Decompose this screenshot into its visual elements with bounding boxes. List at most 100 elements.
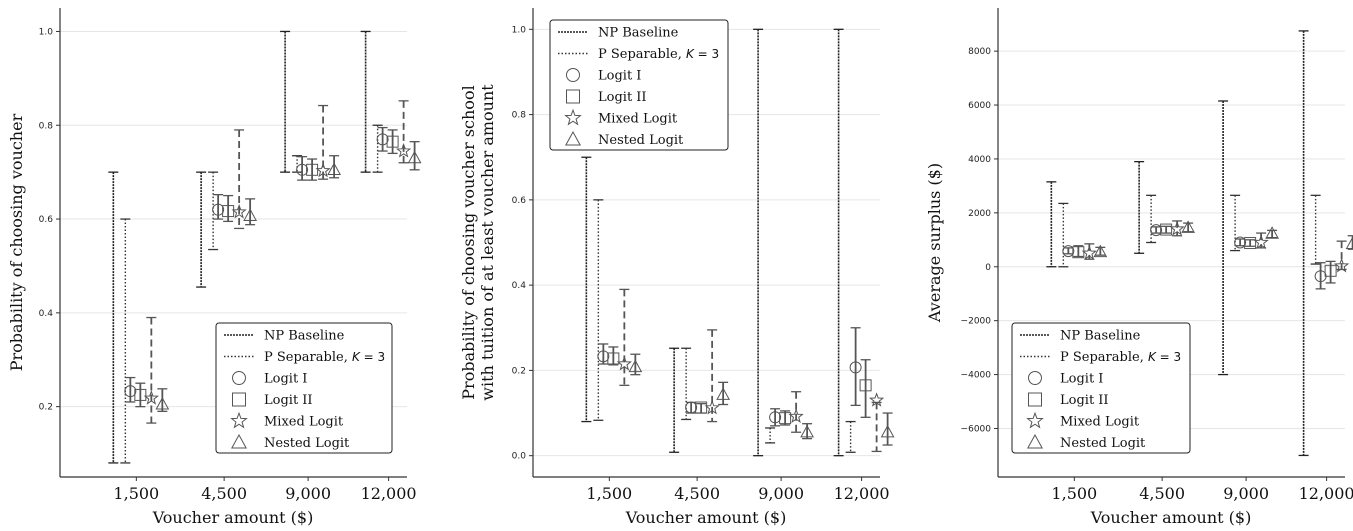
estimate-marker	[1062, 245, 1075, 258]
estimate-marker	[788, 408, 804, 423]
estimate-marker	[1150, 224, 1163, 237]
legend-star-symbol	[564, 108, 582, 126]
y-tick-label: 0.8	[512, 111, 527, 121]
legend-square-symbol	[1028, 392, 1042, 407]
x-tick-label: 1,500	[113, 484, 159, 503]
estimate-ci-bar	[409, 141, 420, 171]
chart-panel-1: 0.2 0.4 0.6 0.8 1.0 1,500 4,500 9,000 12,000 Vouc…	[7, 8, 422, 527]
estimate-marker	[1160, 223, 1173, 236]
legend-star-symbol	[230, 411, 248, 429]
estimate-ci-bar	[707, 329, 718, 423]
y-tick-label: 1.0	[512, 25, 527, 35]
x-tick-label: 4,500	[201, 484, 247, 503]
x-tick-label: 4,500	[1139, 484, 1185, 503]
legend-triangle-label: Nested Logit	[1060, 436, 1146, 451]
x-tick-label: 9,000	[758, 484, 804, 503]
x-tick-label: 12,000	[1299, 484, 1353, 503]
legend-circle-symbol	[566, 68, 580, 82]
legend-square-label: Logit II	[598, 90, 647, 105]
x-axis-label: Voucher amount ($)	[625, 508, 787, 527]
np-baseline-bar	[1218, 100, 1229, 376]
estimate-ci-bar	[608, 346, 619, 366]
legend-star-label: Mixed Logit	[598, 112, 678, 127]
y-tick-label: 4000	[968, 155, 991, 165]
legend-star-label: Mixed Logit	[1060, 415, 1140, 430]
estimate-ci-bar	[791, 391, 802, 433]
np-baseline-bar	[280, 30, 291, 173]
estimate-ci-bar	[1095, 246, 1106, 256]
np-baseline-bar	[196, 171, 207, 288]
legend-triangle-label: Nested Logit	[598, 133, 684, 148]
estimate-ci-bar	[1073, 245, 1084, 258]
estimate-marker	[1244, 237, 1257, 250]
estimate-marker	[880, 424, 895, 438]
y-tick-label: 0.2	[512, 366, 526, 376]
estimate-marker	[1324, 264, 1337, 277]
estimate-marker	[849, 361, 862, 374]
legend: NP Baseline P Separable, K = 3 Logit I Logi…	[215, 322, 393, 454]
legend-box	[549, 19, 729, 151]
p-separable-bar	[1146, 194, 1157, 244]
estimate-ci-bar	[297, 156, 308, 181]
estimate-ci-bar	[850, 327, 861, 407]
legend-circle-label: Logit I	[598, 69, 641, 84]
estimate-ci-bar	[718, 381, 729, 406]
estimate-ci-bar	[1315, 262, 1326, 290]
estimate-ci-bar	[157, 388, 168, 412]
estimate-marker	[296, 163, 309, 176]
p-separable-bar	[765, 427, 776, 444]
estimate-ci-bar	[1325, 260, 1336, 284]
estimate-ci-bar	[1245, 239, 1256, 247]
estimate-marker	[134, 388, 147, 401]
np-baseline-bar	[581, 156, 592, 423]
chart-panel-3: −6000 −4000 −2000 0 2000 4000 6000 8000 1,500 4,5…	[925, 8, 1353, 527]
y-tick-label: 0.2	[39, 403, 53, 413]
np-baseline-bar	[1046, 181, 1057, 268]
estimate-marker	[315, 162, 331, 178]
p-separable-bar	[681, 347, 692, 421]
p-separable-bar	[372, 124, 383, 173]
y-tick-label: 0.8	[39, 121, 54, 131]
legend-box	[1011, 322, 1191, 454]
estimate-ci-bar	[307, 158, 318, 181]
estimate-ci-bar	[1183, 222, 1194, 233]
y-axis-label: Average surplus ($)	[925, 163, 944, 323]
legend-triangle-symbol	[231, 433, 247, 449]
estimate-marker	[155, 396, 170, 410]
x-axis-label: Voucher amount ($)	[1090, 508, 1252, 527]
legend-np-label: NP Baseline	[264, 329, 345, 344]
legend-triangle-symbol	[1027, 433, 1043, 449]
estimate-marker	[868, 392, 885, 407]
estimate-ci-bar	[146, 316, 157, 424]
legend-circle-symbol	[1028, 371, 1042, 385]
legend-np-label: NP Baseline	[598, 26, 679, 41]
np-baseline-bar	[1298, 30, 1309, 457]
p-separable-bar	[120, 218, 131, 464]
y-axis-label: Probability of choosing voucher school	[459, 85, 478, 399]
legend-star-label: Mixed Logit	[264, 415, 344, 430]
y-tick-label: 0	[985, 263, 991, 273]
estimate-marker	[1169, 220, 1185, 236]
estimate-marker	[1265, 226, 1280, 239]
p-separable-bar	[845, 420, 856, 453]
estimate-ci-bar	[234, 129, 245, 230]
x-axis-label: Voucher amount ($)	[152, 508, 314, 527]
p-separable-bar	[1310, 194, 1321, 265]
estimate-ci-bar	[1336, 240, 1347, 271]
estimate-marker	[800, 424, 815, 438]
estimate-marker	[1253, 234, 1269, 250]
estimate-marker	[231, 203, 247, 219]
legend-ps-label: P Separable, K = 3	[1060, 350, 1181, 365]
y-tick-label: −2000	[961, 317, 992, 327]
estimate-ci-bar	[1151, 226, 1162, 234]
estimate-ci-bar	[860, 359, 871, 418]
legend-circle-label: Logit I	[264, 372, 307, 387]
legend-ps-label: P Separable, K = 3	[264, 350, 385, 365]
y-axis-label: Probability of choosing voucher	[7, 113, 26, 371]
estimate-marker	[859, 379, 872, 392]
estimate-marker	[716, 387, 731, 400]
estimate-marker	[1333, 257, 1350, 273]
y-tick-label: 8000	[968, 47, 991, 57]
estimate-ci-bar	[696, 403, 707, 414]
legend-square-symbol	[232, 392, 246, 407]
